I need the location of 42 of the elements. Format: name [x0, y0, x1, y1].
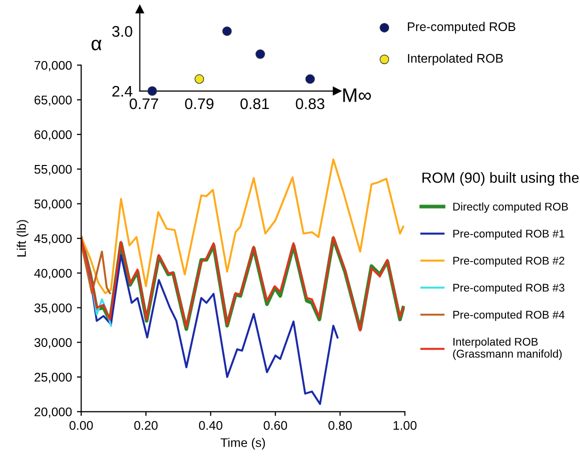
y-tick-label: 45,000 [34, 234, 72, 245]
y-tick-label: 60,000 [34, 130, 72, 141]
point [194, 74, 204, 84]
x-tick-label: 1.00 [394, 421, 417, 430]
point [305, 74, 315, 84]
legend-label: Pre-computed ROB #3 [453, 283, 564, 294]
x-axis-title: Time (s) [220, 438, 265, 450]
x-tick-label: 0.83 [296, 98, 324, 110]
legend-label: Pre-computed ROB #1 [453, 229, 564, 240]
legend-label: Pre-computed ROB #4 [453, 310, 564, 321]
legend-title: ROM (90) built using the [422, 172, 579, 186]
x-tick-label: 0.20 [134, 421, 158, 430]
y-tick-label: 55,000 [34, 164, 72, 176]
x-tick-label: 0.60 [264, 421, 288, 430]
y-tick-label: 20,000 [34, 407, 72, 418]
x-tick-label: 0.81 [240, 98, 269, 110]
legend-label: Directly computed ROB [453, 202, 568, 213]
x-tick-label: 0.79 [185, 98, 214, 110]
y-tick-label: 30,000 [34, 338, 72, 348]
y-tick-label: 3.0 [112, 26, 132, 37]
y-tick-label: 50,000 [34, 200, 72, 210]
line-series [81, 158, 404, 294]
x-tick-label: 0.40 [198, 421, 222, 430]
x-tick-label: 0.77 [130, 98, 158, 110]
y-tick-label: 70,000 [34, 60, 72, 72]
legend-label: Interpolated ROB (Grassmann manifold) [453, 338, 562, 360]
y-tick-label: 40,000 [34, 268, 72, 280]
y-axis-title: α [92, 40, 102, 50]
y-tick-label: 35,000 [34, 303, 72, 314]
legend-label: Pre-computed ROB [408, 22, 516, 34]
y-axis-title: Lift (lb) [16, 220, 28, 256]
legend-label: Pre-computed ROB #2 [453, 256, 564, 267]
y-tick-label: 25,000 [34, 372, 72, 384]
x-tick-label: 0.00 [70, 421, 93, 430]
point [222, 26, 232, 36]
point [148, 86, 157, 96]
point [256, 49, 265, 59]
y-tick-label: 2.4 [112, 86, 132, 97]
legend-label: Interpolated ROB [408, 54, 503, 66]
x-axis-title: M∞ [343, 88, 371, 102]
y-tick-label: 65,000 [34, 96, 72, 106]
x-tick-label: 0.80 [328, 421, 352, 430]
